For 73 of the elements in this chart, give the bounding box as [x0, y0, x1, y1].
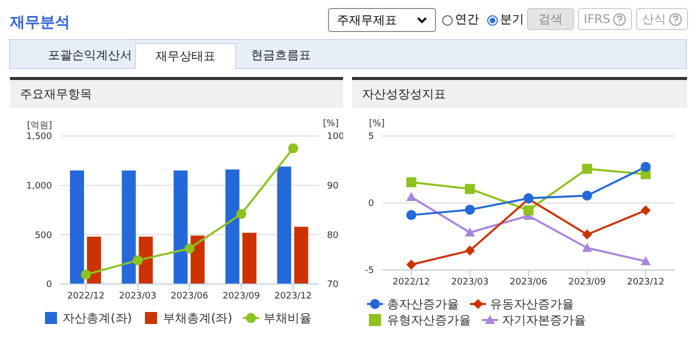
point [640, 162, 651, 172]
legend-label: 자산총계(좌) [62, 310, 132, 326]
point [132, 255, 143, 266]
point [236, 208, 246, 219]
y2-tick-label: 90 [327, 182, 339, 192]
x-tick-label: 2023/06 [510, 277, 548, 288]
point [582, 242, 592, 252]
point [406, 260, 416, 270]
y-axis-title: [%] [369, 119, 385, 129]
point [406, 177, 416, 188]
x-tick-label: 2023/09 [568, 277, 606, 288]
y-tick-label: 1,500 [26, 132, 52, 142]
y-tick-label: 1,000 [26, 182, 52, 192]
x-tick-label: 2023/12 [627, 277, 664, 288]
y-tick-label: 0 [46, 280, 52, 290]
text: 재무상태표 [135, 43, 236, 69]
legend-label: 유형자산증가율 [387, 312, 471, 328]
x-tick-label: 2022/12 [392, 277, 430, 288]
text: 주재무제표 [337, 12, 397, 28]
bar [70, 170, 84, 284]
bar [122, 170, 136, 284]
point [80, 270, 91, 280]
y2-axis-title: [%] [323, 119, 339, 129]
bar [190, 236, 205, 284]
text: 산식 [642, 10, 666, 28]
text: 재무분석 [10, 13, 70, 32]
point [524, 205, 534, 216]
bar [138, 236, 153, 284]
x-tick-label: 2023/03 [451, 277, 489, 288]
y2-tick-label: 80 [327, 230, 339, 241]
point [582, 164, 592, 174]
point [406, 192, 416, 201]
point [464, 227, 475, 236]
x-tick-label: 2023/09 [222, 291, 260, 302]
legend-label: 부채총계(좌) [163, 310, 232, 326]
point [464, 246, 475, 256]
y-tick-label: 500 [34, 230, 52, 241]
bar [87, 236, 101, 284]
legend-label: 총자산증가율 [387, 296, 459, 312]
x-tick-label: 2023/12 [274, 291, 312, 302]
bar [277, 166, 292, 284]
bar [294, 226, 308, 284]
point [582, 229, 592, 240]
y2-tick-label: 70 [327, 280, 339, 290]
point [640, 256, 651, 266]
legend-label: 부채비율 [263, 310, 312, 326]
x-tick-label: 2023/06 [170, 291, 208, 302]
text: 포괄손익계산서 [47, 46, 133, 64]
bar [242, 232, 256, 284]
text: 현금흐름표 [250, 46, 312, 64]
chart-title: 주요재무항목 [10, 80, 343, 108]
x-tick-label: 2023/03 [119, 291, 156, 302]
legend-label: 유동자산증가율 [490, 296, 574, 312]
x-tick-label: 2022/12 [67, 291, 105, 302]
chart-title: 자산성장성지표 [352, 80, 687, 108]
bar [225, 170, 240, 284]
bar [174, 170, 188, 284]
point [464, 204, 475, 215]
y-axis-title: [억원] [27, 120, 52, 132]
point [184, 243, 194, 254]
text: 분기 [500, 11, 524, 28]
y-tick-label: -5 [365, 266, 374, 276]
point [582, 190, 592, 201]
text: IFRS [584, 12, 610, 26]
y-tick-label: 5 [368, 132, 374, 142]
point [640, 205, 651, 216]
y-tick-label: 0 [368, 199, 374, 210]
point [464, 184, 475, 194]
point [288, 143, 298, 154]
text: 연간 [455, 11, 479, 28]
text: 검색 [527, 8, 574, 30]
point [406, 210, 416, 220]
legend-label: 자기자본증가율 [502, 312, 586, 328]
